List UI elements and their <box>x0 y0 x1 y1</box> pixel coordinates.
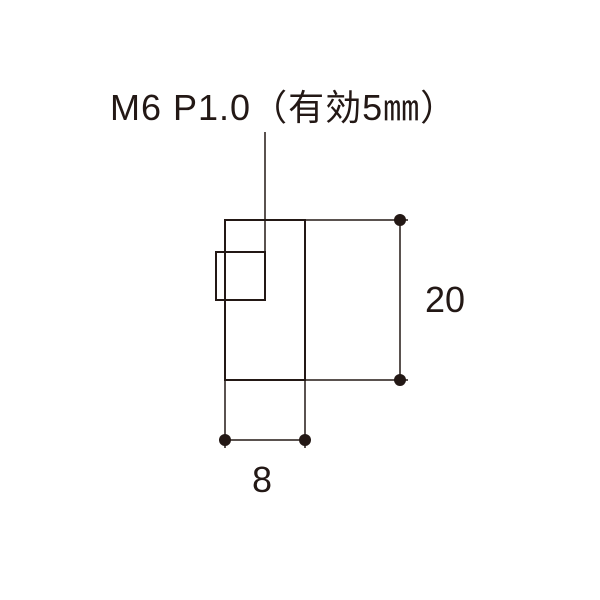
dim-width-dot-right <box>299 434 311 446</box>
dim-width-value: 8 <box>252 459 272 500</box>
dim-height-value: 20 <box>425 279 465 320</box>
dim-height-dot-bot <box>394 374 406 386</box>
tap-hole <box>216 252 265 300</box>
dim-height-dot-top <box>394 214 406 226</box>
technical-drawing: M6 P1.0（有効5㎜） 20 8 <box>0 0 600 600</box>
thread-spec-label: M6 P1.0（有効5㎜） <box>110 87 457 128</box>
dim-width-dot-left <box>219 434 231 446</box>
